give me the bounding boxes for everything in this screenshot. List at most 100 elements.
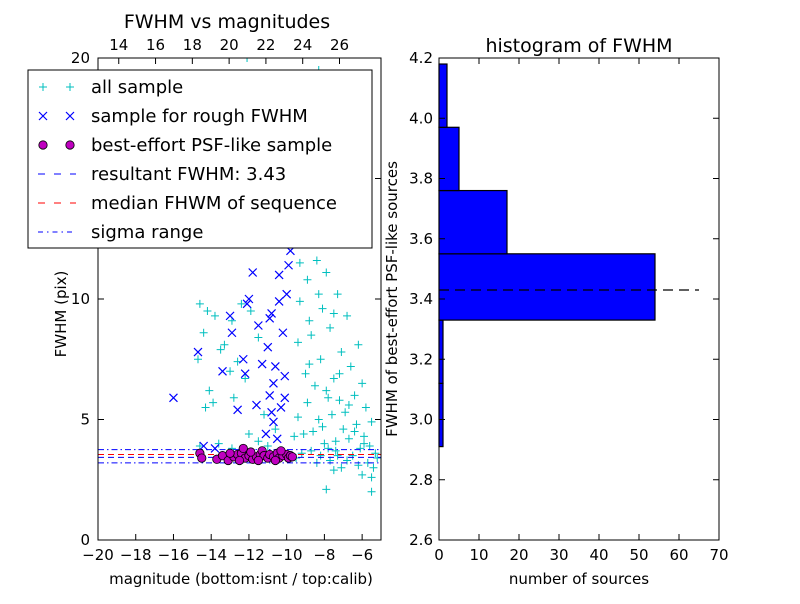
- all-sample-point: [367, 473, 376, 482]
- all-sample-point: [339, 425, 348, 434]
- all-sample-point: [367, 417, 376, 426]
- all-sample-point: [220, 340, 229, 349]
- all-sample-point: [305, 360, 314, 369]
- legend-entry: sample for rough FWHM: [38, 106, 308, 127]
- best-effort-point: [234, 455, 245, 466]
- all-sample-point: [335, 369, 344, 378]
- all-sample-point: [209, 398, 218, 407]
- histogram-xtick-label: 40: [589, 546, 608, 564]
- rough-sample-point: [240, 369, 250, 379]
- all-sample-point: [307, 446, 316, 455]
- legend-label: best-effort PSF-like sample: [91, 135, 332, 156]
- histogram-xtick-label: 60: [669, 546, 688, 564]
- all-sample-point: [329, 374, 338, 383]
- best-effort-point: [253, 455, 263, 466]
- all-sample-point: [360, 439, 369, 448]
- all-sample-point: [303, 398, 312, 407]
- rough-sample-point: [225, 311, 235, 321]
- all-sample-point: [307, 331, 316, 340]
- best-effort-point: [225, 448, 235, 458]
- all-sample-point: [324, 393, 333, 402]
- all-sample-point: [210, 311, 219, 320]
- legend-label: resultant FWHM: 3.43: [91, 164, 286, 185]
- histogram-bar: [438, 319, 444, 384]
- histogram-ytick-label: 3.4: [409, 290, 433, 308]
- rough-sample-point: [248, 268, 258, 277]
- all-sample-point: [354, 340, 363, 349]
- all-sample-point: [237, 299, 246, 308]
- histogram-ytick-label: 2.6: [409, 531, 433, 549]
- all-sample-point: [352, 420, 361, 429]
- histogram-title: histogram of FWHM: [485, 35, 672, 57]
- all-sample-point: [331, 446, 340, 455]
- rough-sample-point: [272, 434, 282, 444]
- rough-sample-point: [265, 313, 275, 323]
- all-sample-point: [333, 451, 342, 460]
- histogram-ylabel: FWHM of best-effort PSF-like sources: [383, 161, 401, 437]
- all-sample-point: [373, 454, 381, 463]
- all-sample-point: [299, 429, 308, 438]
- all-sample-point: [297, 449, 306, 458]
- all-sample-point: [369, 463, 378, 472]
- scatter-xtick-label: −8: [313, 546, 335, 564]
- scatter-xlabel: magnitude (bottom:isnt / top:calib): [109, 570, 373, 588]
- legend-marker: [38, 111, 48, 121]
- rough-sample-point: [265, 390, 275, 400]
- rough-sample-point: [270, 362, 280, 371]
- histogram-ytick-label: 3.8: [409, 170, 433, 188]
- histogram-xtick-label: 0: [434, 546, 444, 564]
- rough-sample-point: [253, 321, 263, 330]
- best-effort-point: [270, 455, 280, 466]
- scatter-xtick-label: −10: [271, 546, 303, 564]
- all-sample-point: [254, 333, 263, 342]
- all-sample-point: [195, 299, 204, 308]
- scatter-ytick-label: 5: [80, 411, 90, 429]
- scatter-xtick-label: −16: [158, 546, 190, 564]
- all-sample-point: [201, 403, 210, 412]
- rough-sample-point: [252, 400, 261, 410]
- all-sample-point: [316, 355, 325, 364]
- legend-entry: all sample: [39, 77, 183, 98]
- all-sample-point: [199, 328, 208, 337]
- all-sample-point: [295, 258, 304, 267]
- histogram-bar: [438, 253, 656, 321]
- best-effort-point: [276, 446, 286, 456]
- all-sample-point: [367, 487, 376, 496]
- rough-sample-point: [263, 342, 273, 352]
- all-sample-point: [193, 355, 202, 364]
- all-sample-point: [318, 422, 327, 431]
- all-sample-point: [241, 374, 250, 383]
- all-sample-point: [327, 410, 336, 419]
- all-sample-point: [343, 456, 352, 465]
- scatter-top-xtick-label: 20: [220, 36, 239, 54]
- best-effort-point: [246, 447, 256, 457]
- rough-sample-point: [276, 403, 286, 412]
- rough-sample-point: [169, 393, 178, 403]
- rough-sample-point: [193, 347, 203, 357]
- all-sample-point: [360, 432, 369, 441]
- legend-label: median FHWM of sequence: [91, 193, 337, 214]
- all-sample-point: [314, 415, 323, 424]
- all-sample-point: [358, 470, 367, 479]
- all-sample-point: [344, 401, 353, 410]
- scatter-top-xtick-label: 14: [109, 36, 128, 54]
- all-sample-point: [263, 442, 272, 451]
- all-sample-point: [329, 309, 338, 318]
- best-effort-point: [197, 453, 207, 463]
- rough-sample-point: [227, 328, 237, 338]
- all-sample-point: [216, 345, 225, 354]
- rough-sample-point: [280, 393, 290, 403]
- rough-sample-point: [218, 366, 227, 376]
- all-sample-point: [320, 439, 329, 448]
- rough-sample-point: [267, 407, 276, 417]
- all-sample-point: [293, 413, 302, 422]
- all-sample-point: [290, 432, 299, 441]
- histogram-xtick-label: 10: [469, 546, 488, 564]
- all-sample-point: [293, 338, 302, 347]
- rough-sample-point: [242, 299, 252, 309]
- histogram-xtick-label: 50: [629, 546, 648, 564]
- legend-entry: best-effort PSF-like sample: [38, 135, 332, 156]
- rough-sample-point: [244, 294, 254, 304]
- histogram-xtick-label: 70: [709, 546, 728, 564]
- all-sample-point: [309, 427, 318, 436]
